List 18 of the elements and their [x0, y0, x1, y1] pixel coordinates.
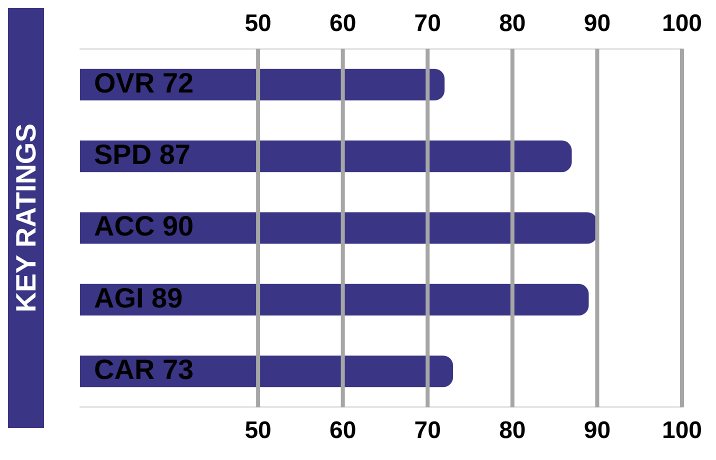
x-tick-label: 100: [662, 10, 702, 38]
x-tick-label: 50: [244, 10, 272, 38]
x-tick-label: 70: [414, 10, 441, 38]
x-tick-label: 90: [584, 10, 611, 38]
y-tick-label: CAR 73: [94, 354, 194, 386]
x-tick-label: 60: [329, 10, 356, 38]
x2-tick-label: 80: [499, 417, 526, 444]
x2-tick-label: 60: [329, 417, 356, 444]
x2-tick-label: 90: [584, 417, 611, 444]
x-tick-label: 80: [499, 10, 526, 38]
x2-tick-label: 100: [662, 417, 702, 444]
x2-tick-label: 50: [244, 417, 272, 444]
y-tick-label: ACC 90: [94, 210, 194, 242]
y-tick-label: SPD 87: [94, 139, 190, 170]
text: KEY RATINGS: [10, 124, 42, 312]
x2-tick-label: 70: [414, 417, 441, 444]
y-tick-label: AGI 89: [94, 282, 183, 314]
y-tick-label: OVR 72: [94, 67, 194, 98]
